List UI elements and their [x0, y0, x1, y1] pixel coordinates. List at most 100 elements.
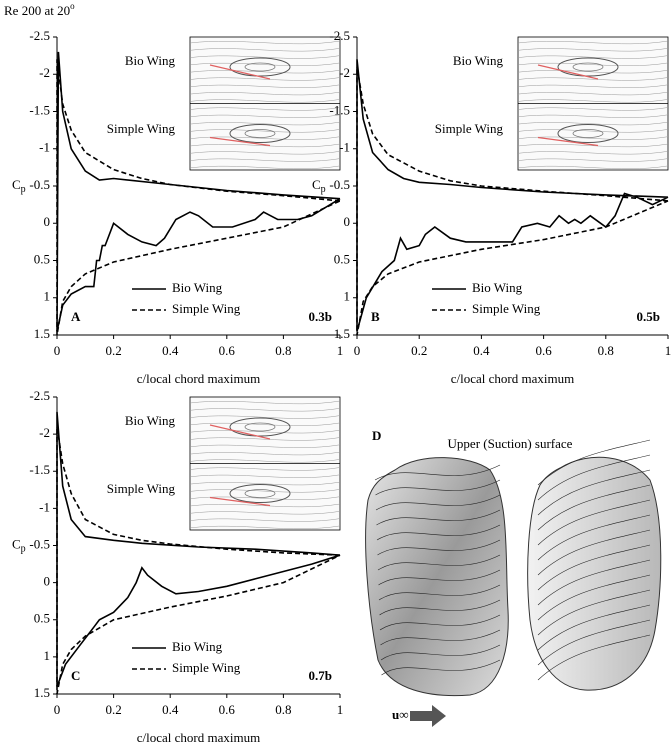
- inset-streamline: [189, 91, 341, 96]
- inset-streamline: [189, 481, 341, 486]
- inset-streamline: [189, 99, 341, 103]
- inset-streamline: [189, 496, 341, 500]
- x-tick-label: 0: [54, 343, 61, 358]
- y-axis-label-main: C: [312, 177, 321, 192]
- streamline: [378, 584, 501, 601]
- y-tick-label: -1.5: [329, 102, 350, 117]
- inset-streamline: [189, 422, 341, 426]
- inset-label: Simple Wing: [107, 121, 176, 136]
- inset-streamline: [189, 48, 341, 52]
- flow-arrow: [410, 705, 446, 727]
- inset-streamline: [189, 84, 341, 88]
- y-tick-label: -0.5: [29, 177, 50, 192]
- inset-streamline: [189, 459, 341, 463]
- streamline: [381, 659, 501, 676]
- panel-letter: A: [71, 309, 81, 324]
- inset-vortex: [557, 57, 619, 77]
- y-tick-label: 1.5: [34, 685, 50, 700]
- streamline: [378, 569, 501, 586]
- panel-caption: Upper (Suction) surface: [448, 436, 573, 451]
- x-tick-label: 1: [337, 343, 344, 358]
- streamline: [537, 454, 651, 501]
- inset-streamline: [517, 84, 669, 88]
- chart: Bio Wing Simple Wing -2.5 -2 -1.5 -1 -0.5 0 0.5 1…: [12, 28, 343, 386]
- inset-wing: [209, 496, 271, 507]
- inset-vortex: [229, 484, 291, 503]
- legend-label: Bio Wing: [172, 639, 223, 654]
- inset-label: Simple Wing: [107, 481, 176, 496]
- y-tick-label: 0: [44, 574, 51, 589]
- inset-streamline: [517, 62, 669, 66]
- inset-streamline: [189, 415, 341, 419]
- y-tick-label: 1: [344, 289, 351, 304]
- inset-streamline: [189, 444, 341, 448]
- inset-vortex: [229, 57, 291, 77]
- inset-vortex: [244, 129, 276, 138]
- y-axis-label: Cp: [12, 177, 26, 195]
- x-tick-label: 0.6: [535, 343, 552, 358]
- y-axis-label: Cp: [12, 536, 26, 554]
- inset-vortex: [572, 129, 604, 138]
- y-tick-label: -1.5: [29, 462, 50, 477]
- inset-streamline: [189, 107, 341, 111]
- span-label: 0.3b: [309, 309, 332, 324]
- inset-streamline: [517, 121, 669, 126]
- y-tick-label: -2: [39, 65, 50, 80]
- inset-vortex: [244, 489, 276, 498]
- inset-wing: [537, 64, 599, 80]
- inset-label: Bio Wing: [125, 413, 176, 428]
- inset-streamline: [517, 91, 669, 96]
- streamline: [537, 469, 651, 516]
- streamline: [379, 599, 501, 616]
- inset-wing: [537, 136, 599, 147]
- inset-vortex: [557, 124, 619, 143]
- legend-label: Simple Wing: [472, 301, 541, 316]
- x-tick-label: 0: [54, 702, 61, 717]
- x-tick-label: 0.2: [105, 343, 121, 358]
- x-axis-label: c/local chord maximum: [451, 371, 574, 386]
- y-tick-label: 0: [344, 214, 351, 229]
- y-axis-label-main: C: [12, 536, 21, 551]
- figure-title-main: Re 200 at 20: [4, 3, 70, 18]
- legend-label: Simple Wing: [172, 301, 241, 316]
- streamline: [537, 619, 651, 666]
- streamline: [374, 464, 501, 481]
- inset-streamline: [189, 158, 341, 162]
- streamline: [375, 494, 501, 511]
- series-line: [356, 66, 669, 336]
- y-tick-label: -1: [39, 499, 50, 514]
- inset-streamline: [189, 69, 341, 74]
- inset-streamline: [517, 114, 669, 118]
- inset-streamline: [517, 107, 669, 111]
- inset-streamline: [189, 518, 341, 522]
- panel-d: D Upper (Suction) surface u∞: [365, 428, 662, 727]
- streamline: [537, 499, 651, 546]
- inset-wing: [209, 136, 271, 147]
- inset-streamline: [189, 437, 341, 441]
- inset-streamline: [517, 143, 669, 148]
- x-tick-label: 0.6: [219, 702, 236, 717]
- inset-streamline: [189, 77, 341, 81]
- x-tick-label: 0.4: [162, 702, 179, 717]
- y-tick-label: -1: [339, 140, 350, 155]
- streamline: [376, 524, 501, 541]
- y-tick-label: -2: [339, 65, 350, 80]
- y-axis-label-sub: p: [321, 184, 326, 195]
- inset-streamline: [189, 451, 341, 456]
- streamline: [537, 559, 651, 606]
- inset-wing: [209, 64, 271, 80]
- bio-wing-surface: [365, 457, 509, 697]
- y-axis-label-sub: p: [21, 544, 26, 555]
- y-tick-label: -0.5: [329, 177, 350, 192]
- inset-streamline: [189, 503, 341, 508]
- x-tick-label: 1: [665, 343, 671, 358]
- inset-streamline: [189, 114, 341, 118]
- y-tick-label: -1.5: [29, 102, 50, 117]
- y-tick-label: -2.5: [329, 28, 350, 43]
- streamline: [377, 539, 501, 556]
- y-tick-label: 1.5: [334, 326, 350, 341]
- streamline: [537, 484, 651, 531]
- inset-streamline: [189, 143, 341, 148]
- series-line: [56, 59, 341, 336]
- inset-streamline: [189, 136, 341, 140]
